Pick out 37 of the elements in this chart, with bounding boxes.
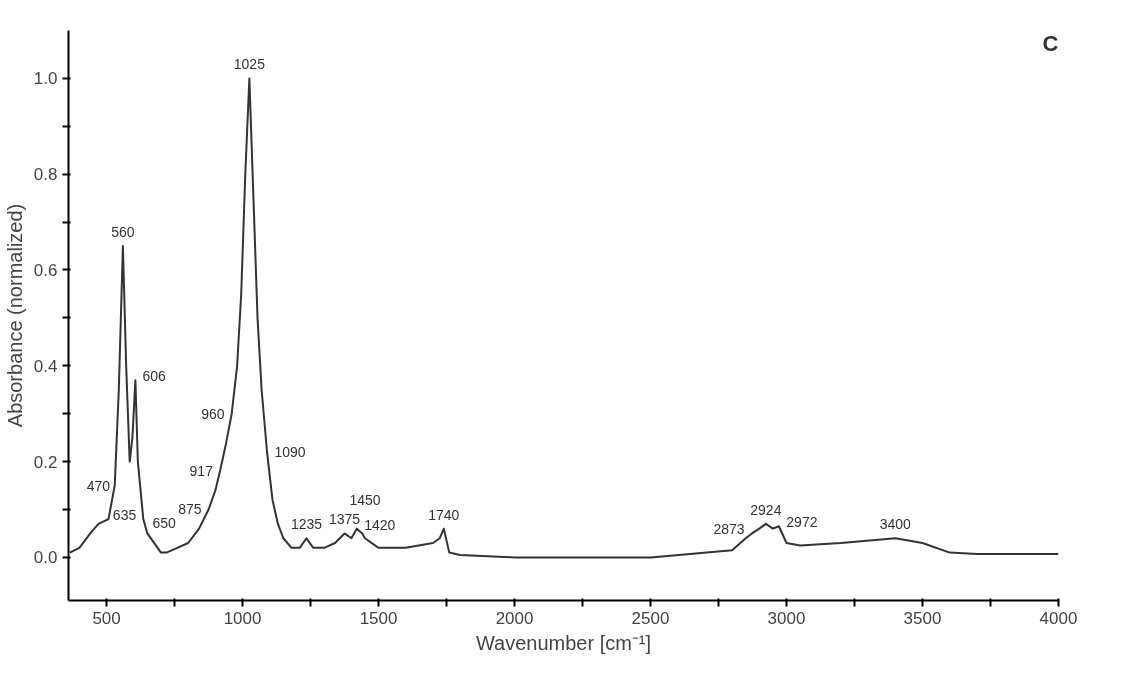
annotation: 2924 bbox=[750, 501, 782, 518]
annotation: 1090 bbox=[274, 444, 306, 461]
y-tick-label: 0.0 bbox=[33, 548, 58, 568]
y-tick-label: 0.2 bbox=[33, 452, 58, 472]
annotation: 635 bbox=[112, 507, 137, 524]
y-tick-label: 1.0 bbox=[33, 69, 58, 89]
y-axis-title: Absorbance (normalized) bbox=[3, 203, 26, 428]
annotation: 960 bbox=[201, 405, 225, 422]
annotation: 2873 bbox=[713, 521, 745, 538]
line-series bbox=[68, 77, 1059, 559]
annotation: 2972 bbox=[786, 514, 818, 531]
annotation: 917 bbox=[189, 463, 214, 480]
y-tick-label: 0.8 bbox=[33, 165, 58, 185]
annotation: 1420 bbox=[364, 516, 396, 533]
annotation: 1375 bbox=[328, 511, 361, 528]
annotation: 3400 bbox=[879, 516, 912, 533]
x-tick-label: 3000 bbox=[767, 608, 806, 628]
x-tick-label: 1000 bbox=[223, 608, 262, 628]
annotation: 560 bbox=[111, 224, 135, 241]
x-tick-label: 4000 bbox=[1039, 608, 1078, 628]
x-tick-label: 500 bbox=[92, 608, 121, 628]
annotation: 1450 bbox=[349, 492, 381, 509]
annotation: 606 bbox=[142, 368, 167, 385]
annotation: 875 bbox=[178, 501, 202, 518]
x-tick-label: 2000 bbox=[495, 608, 534, 628]
annotation: 650 bbox=[152, 515, 177, 532]
x-tick-label: 2500 bbox=[631, 608, 670, 628]
annotation: 470 bbox=[86, 477, 111, 494]
y-tick-label: 0.6 bbox=[33, 261, 58, 280]
annotation: 1235 bbox=[290, 516, 323, 533]
x-tick-label: 1500 bbox=[359, 608, 398, 628]
annotation: 1740 bbox=[428, 506, 460, 523]
annotation: C bbox=[1042, 30, 1059, 56]
annotation: 1025 bbox=[233, 56, 266, 73]
y-tick-label: 0.4 bbox=[33, 356, 58, 376]
x-tick-label: 3500 bbox=[903, 608, 942, 628]
x-axis-title: Wavenumber [cm⁻¹] bbox=[475, 631, 652, 654]
